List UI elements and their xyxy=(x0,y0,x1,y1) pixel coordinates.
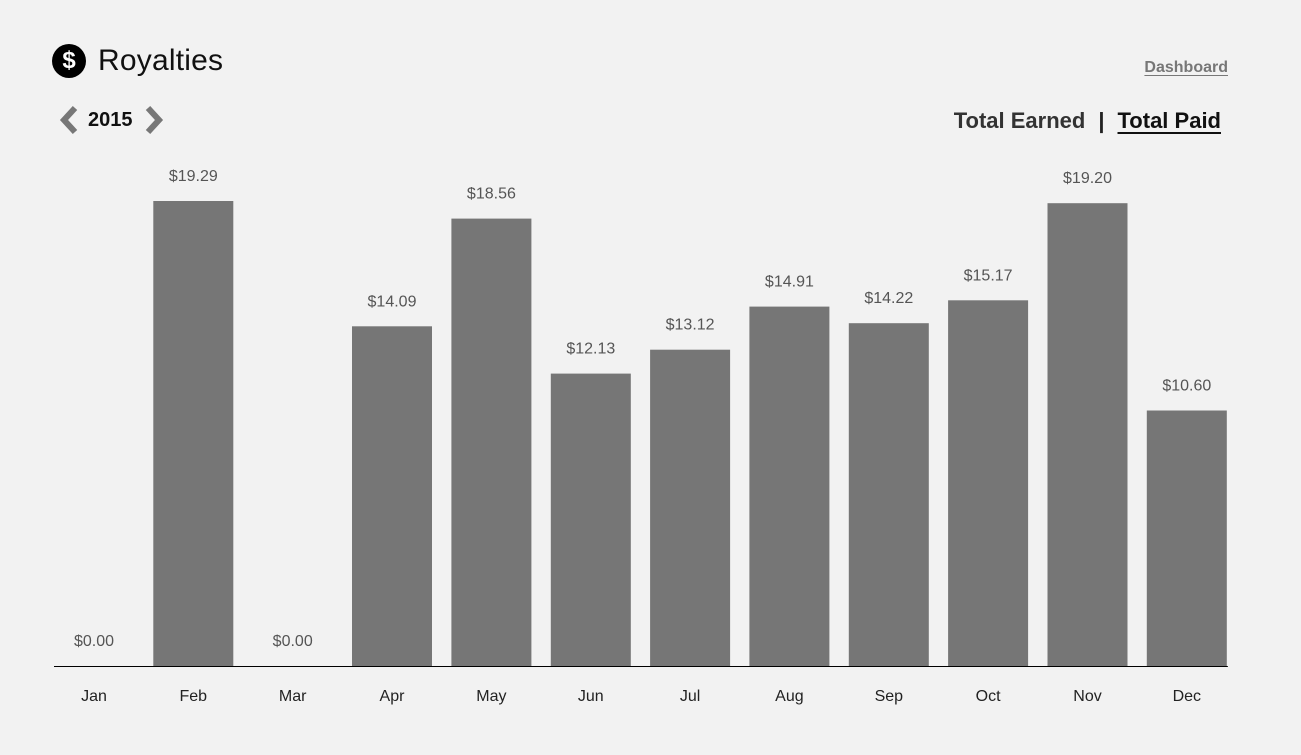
dollar-glyph: $ xyxy=(62,47,76,74)
x-tick-label-mar: Mar xyxy=(279,688,307,705)
value-label-feb: $19.29 xyxy=(169,168,218,185)
value-label-may: $18.56 xyxy=(467,186,516,203)
dashboard-link[interactable]: Dashboard xyxy=(1144,59,1228,76)
bar-oct[interactable] xyxy=(948,300,1029,666)
total-toggle: Total Earned | Total Paid xyxy=(954,108,1221,134)
value-label-apr: $14.09 xyxy=(368,293,417,310)
x-tick-label-feb: Feb xyxy=(180,688,208,705)
value-label-jun: $12.13 xyxy=(566,341,615,358)
x-tick-label-oct: Oct xyxy=(976,688,1001,705)
value-label-aug: $14.91 xyxy=(765,274,814,291)
bar-aug[interactable] xyxy=(749,306,830,666)
value-label-jan: $0.00 xyxy=(74,633,114,650)
x-tick-label-dec: Dec xyxy=(1173,688,1201,705)
x-tick-label-sep: Sep xyxy=(875,688,904,705)
value-label-dec: $10.60 xyxy=(1162,378,1211,395)
bar-may[interactable] xyxy=(451,218,532,666)
x-tick-label-nov: Nov xyxy=(1073,688,1101,705)
x-tick-label-aug: Aug xyxy=(775,688,803,705)
value-label-mar: $0.00 xyxy=(273,633,313,650)
total-earned-toggle[interactable]: Total Earned xyxy=(953,108,1086,133)
value-label-oct: $15.17 xyxy=(964,267,1013,284)
year-label: 2015 xyxy=(88,108,133,131)
bar-sep[interactable] xyxy=(848,323,929,666)
chevron-left-icon[interactable] xyxy=(56,104,82,136)
x-tick-label-apr: Apr xyxy=(380,688,406,705)
chevron-right-icon[interactable] xyxy=(141,104,167,136)
value-label-sep: $14.22 xyxy=(864,290,913,307)
bar-dec[interactable] xyxy=(1146,410,1227,667)
dollar-circle-icon: $ xyxy=(52,44,86,78)
bar-jul[interactable] xyxy=(650,349,731,666)
bar-nov[interactable] xyxy=(1047,203,1128,666)
toggle-separator: | xyxy=(1098,108,1105,133)
total-paid-toggle[interactable]: Total Paid xyxy=(1117,108,1222,133)
value-label-jul: $13.12 xyxy=(666,317,715,334)
bar-apr[interactable] xyxy=(352,326,432,666)
page-header: $ Royalties xyxy=(52,44,223,78)
page-title: Royalties xyxy=(98,44,224,77)
x-tick-label-jan: Jan xyxy=(81,688,107,705)
x-tick-label-may: May xyxy=(476,688,506,705)
year-navigation: 2015 xyxy=(56,104,167,136)
bar-feb[interactable] xyxy=(153,201,234,666)
x-tick-label-jul: Jul xyxy=(680,688,700,705)
x-tick-label-jun: Jun xyxy=(578,688,604,705)
bar-jun[interactable] xyxy=(550,373,631,666)
value-label-nov: $19.20 xyxy=(1063,170,1112,187)
